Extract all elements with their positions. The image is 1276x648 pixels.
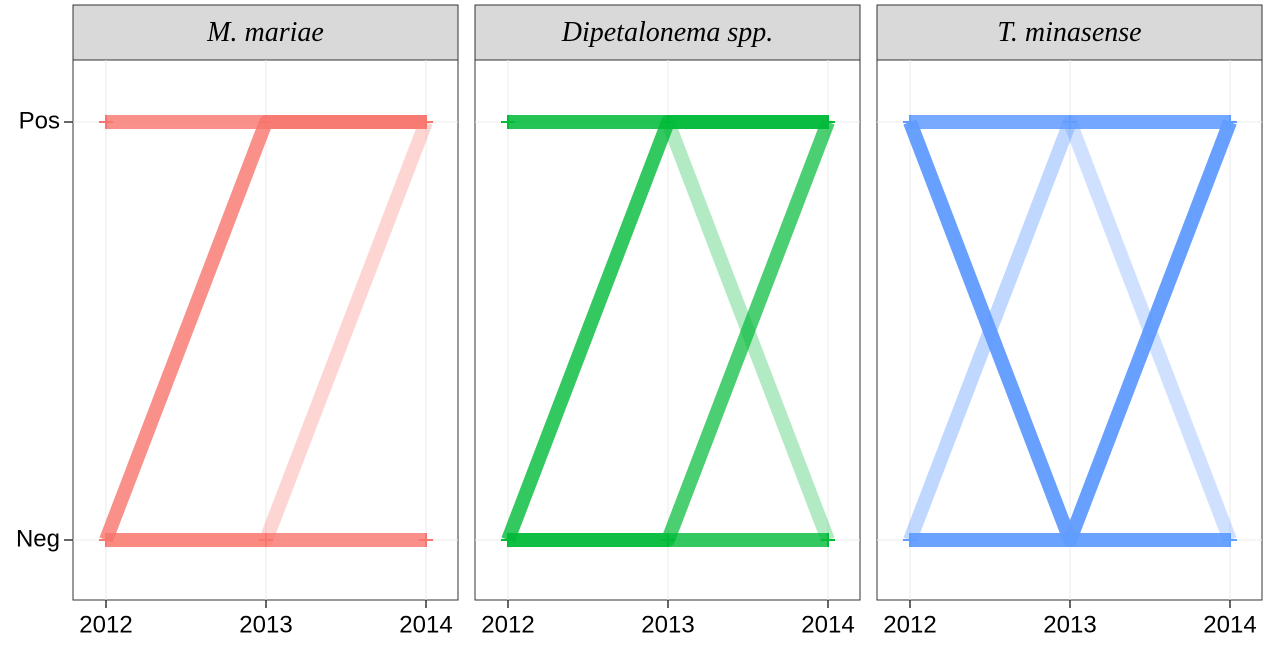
x-tick-label: 2013 [641,611,694,638]
y-tick-label: Pos [19,107,60,134]
point [1223,533,1237,547]
x-tick-label: 2014 [1203,611,1256,638]
x-tick-label: 2012 [883,611,936,638]
x-tick-label: 2012 [79,611,132,638]
point [99,533,113,547]
point [1223,115,1237,129]
strip [876,4,1263,61]
point [661,533,675,547]
panel-title: M. mariae [206,17,324,48]
point [661,115,675,129]
point [259,115,273,129]
x-tick-label: 2014 [399,611,452,638]
point [903,533,917,547]
point [501,115,515,129]
point [259,533,273,547]
x-tick-label: 2012 [481,611,534,638]
point [419,115,433,129]
point [821,115,835,129]
point [903,115,917,129]
x-tick-label: 2013 [1043,611,1096,638]
panel-title: Dipetalonema spp. [561,17,774,48]
point [821,533,835,547]
point [1063,533,1077,547]
x-tick-label: 2013 [239,611,292,638]
y-tick-label: Neg [16,525,60,552]
strip [72,4,459,61]
panel-title: T. minasense [997,17,1141,48]
point [501,533,515,547]
point [99,115,113,129]
x-tick-label: 2014 [801,611,854,638]
point [1063,115,1077,129]
strip [474,4,861,61]
point [419,533,433,547]
